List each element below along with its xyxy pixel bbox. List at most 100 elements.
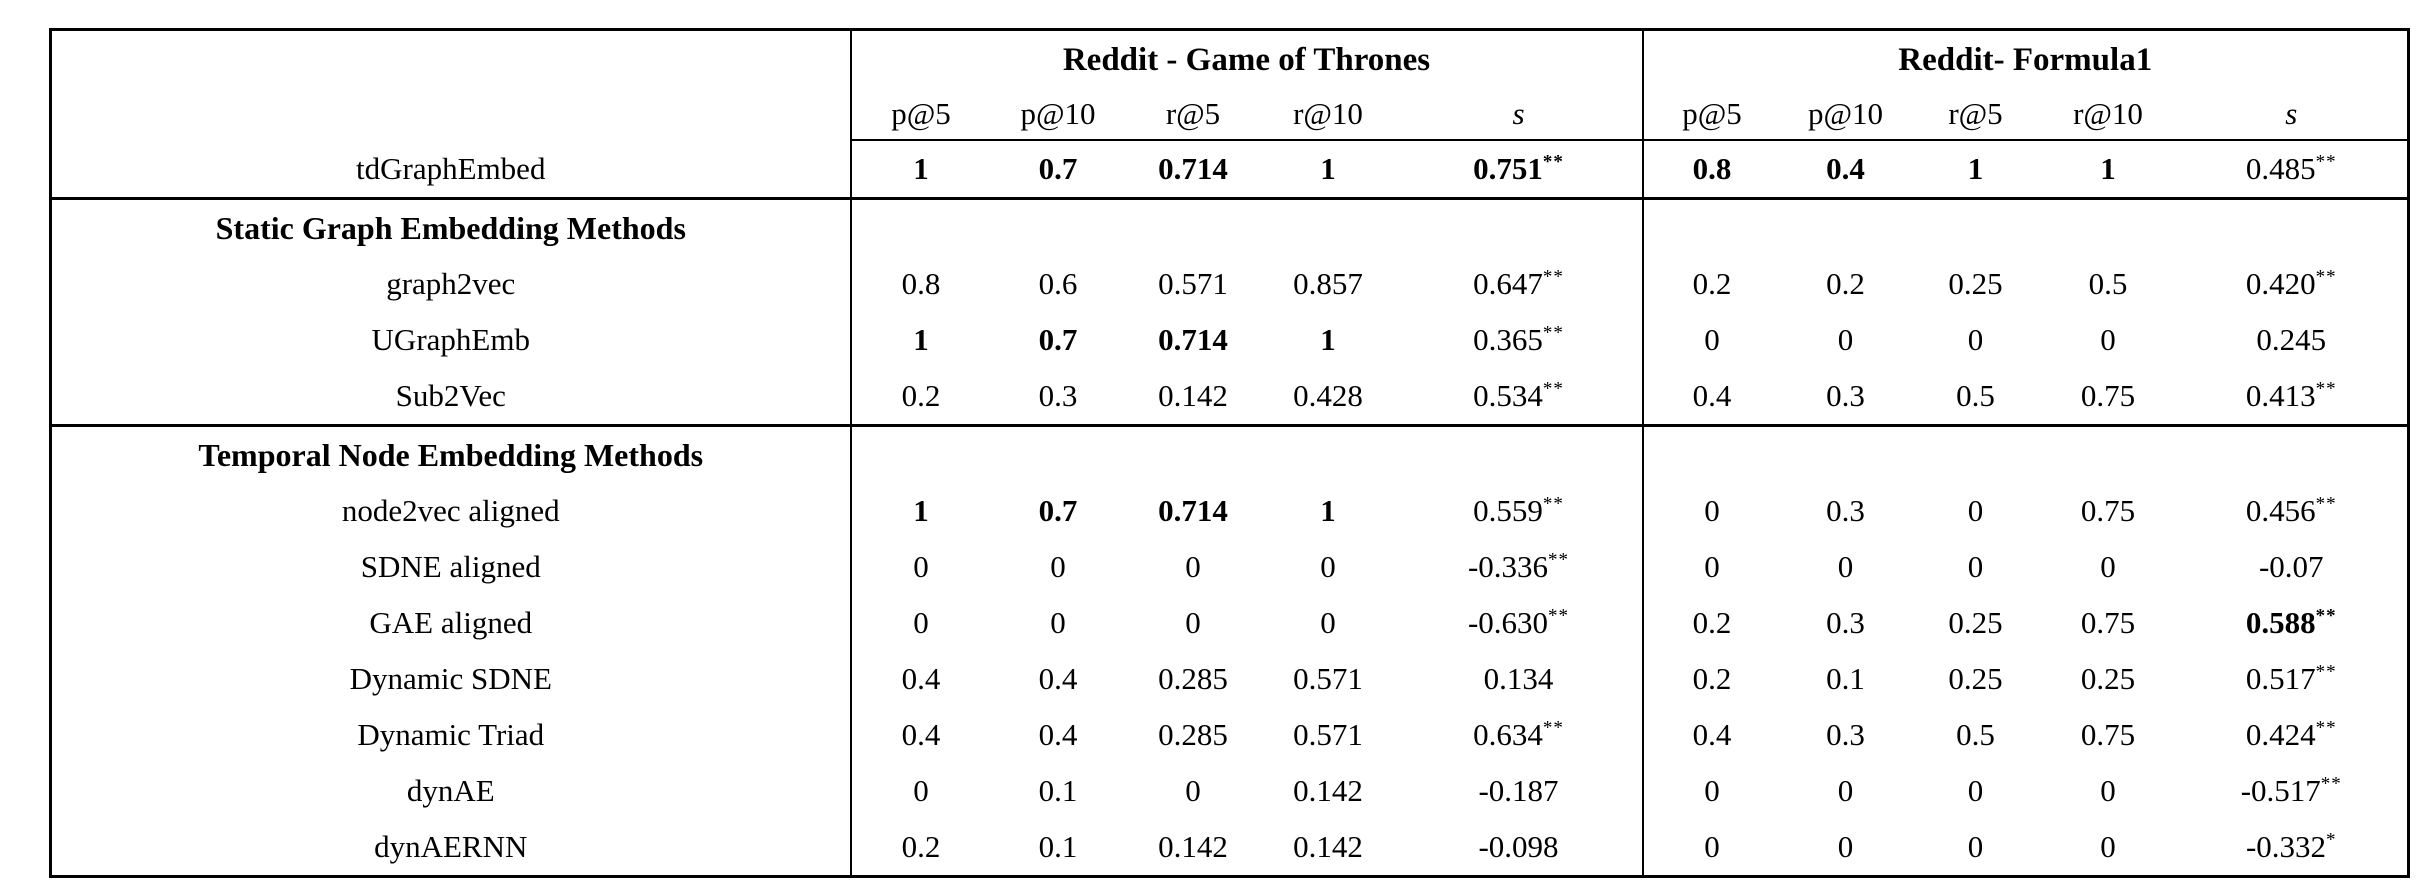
metric-header: r@5 — [1910, 89, 2041, 141]
metric-cell: 0 — [1641, 483, 1781, 539]
row-label: UGraphEmb — [371, 322, 530, 357]
row-label: dynAERNN — [374, 829, 528, 864]
metric-cell: 0.4 — [1641, 707, 1781, 763]
metric-cell: 0.424** — [2245, 717, 2337, 752]
table-row: GAE aligned 0 0 0 0 -0.630** 0.2 0.3 0.2… — [51, 595, 2409, 651]
dataset-group-title: Reddit - Game of Thrones — [849, 29, 1643, 89]
metric-cell: 1 — [849, 312, 991, 368]
table-row: UGraphEmb 1 0.7 0.714 1 0.365** 0 0 0 0 … — [51, 312, 2409, 368]
metric-cell: 1 — [1910, 140, 2041, 200]
metric-cell: -0.336** — [1467, 549, 1570, 584]
metric-cell: 0 — [1320, 605, 1336, 640]
metric-cell: 0 — [2100, 773, 2116, 808]
results-table: Reddit - Game of Thrones Reddit- Formula… — [49, 28, 2410, 878]
metric-cell: 0.6 — [1038, 266, 1078, 301]
row-label: SDNE aligned — [360, 549, 541, 584]
metric-cell: 0.571 — [1158, 266, 1228, 301]
metric-cell: 0.142 — [1293, 829, 1363, 864]
metric-cell: 0 — [1837, 549, 1854, 584]
row-label: node2vec aligned — [341, 493, 560, 528]
metric-header: p@10 — [990, 89, 1126, 141]
row-label: graph2vec — [386, 266, 516, 301]
metric-cell: 0 — [1050, 605, 1066, 640]
metric-cell: 0 — [849, 763, 991, 819]
metric-cell: 0.2 — [1641, 256, 1781, 312]
metric-cell: 1 — [1320, 493, 1336, 528]
table-row: Dynamic SDNE 0.4 0.4 0.285 0.571 0.134 0… — [51, 651, 2409, 707]
metric-header: p@10 — [1780, 89, 1911, 141]
metric-cell: 1 — [2040, 140, 2176, 200]
row-label: dynAE — [406, 773, 495, 808]
metric-cell: 0.7 — [1038, 322, 1078, 357]
table-row: Sub2Vec 0.2 0.3 0.142 0.428 0.534** 0.4 … — [50, 368, 2409, 427]
metric-cell: 0.75 — [2040, 368, 2176, 427]
metric-header: r@5 — [1125, 89, 1261, 141]
dataset-group-title: Reddit- Formula1 — [1641, 29, 2409, 89]
metric-cell: 0.517** — [2245, 661, 2337, 696]
metric-cell: 0.2 — [1641, 595, 1781, 651]
metric-cell: 0.1 — [1826, 661, 1865, 696]
metric-cell: 0.1 — [1038, 773, 1078, 808]
table-row: SDNE aligned 0 0 0 0 -0.336** 0 0 0 0 -0… — [51, 539, 2409, 595]
metric-cell: 0 — [2100, 322, 2116, 357]
metric-cell: -0.332* — [2245, 829, 2337, 864]
metric-cell: 0 — [1967, 493, 1984, 528]
section-header-row: Temporal Node Embedding Methods — [51, 425, 2409, 483]
metric-cell: 0 — [1185, 773, 1201, 808]
row-label: GAE aligned — [369, 605, 533, 640]
metric-header: s — [2175, 89, 2409, 141]
metric-cell: 1 — [1320, 322, 1336, 357]
table-row: dynAE 0 0.1 0 0.142 -0.187 0 0 0 0 -0.51… — [51, 763, 2409, 819]
metric-cell: 0.571 — [1293, 717, 1363, 752]
metric-cell: 0 — [1967, 322, 1984, 357]
metric-cell: 0 — [1641, 312, 1781, 368]
metric-cell: 0.634** — [1473, 717, 1564, 752]
metric-cell: 0.142 — [1158, 829, 1228, 864]
metric-cell: 0.7 — [1038, 493, 1078, 528]
metric-cell: -0.187 — [1478, 773, 1559, 808]
metric-cell: -0.517** — [2240, 773, 2342, 808]
metric-cell: 0 — [1967, 549, 1984, 584]
metric-cell: 0.2 — [849, 819, 991, 877]
metric-cell: 0 — [1320, 549, 1336, 584]
metric-cell: 0.588** — [2245, 605, 2337, 640]
metric-cell: 0.25 — [1948, 605, 2003, 640]
metric-cell: 0.142 — [1125, 368, 1261, 427]
metric-cell: 0.3 — [1826, 717, 1865, 752]
table-row: Dynamic Triad 0.4 0.4 0.285 0.571 0.634*… — [51, 707, 2409, 763]
metric-cell: 0.3 — [1780, 368, 1911, 427]
metric-cell: 1 — [1260, 140, 1396, 200]
metric-cell: 1 — [849, 483, 991, 539]
metric-cell: 0.559** — [1473, 493, 1564, 528]
metric-cell: 1 — [849, 140, 991, 200]
metric-cell: 0.3 — [990, 368, 1126, 427]
metric-cell: 0 — [1967, 829, 1984, 864]
metric-header: p@5 — [1641, 89, 1781, 141]
row-label: Dynamic Triad — [357, 717, 545, 752]
empty-cell — [849, 425, 1643, 483]
metric-cell: 0 — [1641, 819, 1781, 877]
metric-cell: 0.25 — [1948, 266, 2003, 301]
metric-cell: 0.2 — [849, 368, 991, 427]
metric-header-row: p@5 p@10 r@5 r@10 s p@5 p@10 r@5 r@10 s — [51, 89, 2409, 141]
metric-cell: 0 — [1185, 549, 1201, 584]
row-label: Dynamic SDNE — [349, 661, 552, 696]
metric-cell: 0 — [1050, 549, 1066, 584]
metric-cell: 0 — [2100, 829, 2116, 864]
metric-cell: 0 — [1641, 763, 1781, 819]
metric-cell: 0.428 — [1260, 368, 1396, 427]
metric-cell: 0.4 — [849, 707, 991, 763]
metric-cell: 0.571 — [1293, 661, 1363, 696]
table-row: node2vec aligned 1 0.7 0.714 1 0.559** 0… — [51, 483, 2409, 539]
metric-cell: 0.456** — [2245, 493, 2337, 528]
metric-cell: 0.8 — [849, 256, 991, 312]
metric-cell: 0.25 — [1948, 661, 2003, 696]
metric-cell: 0.285 — [1158, 661, 1228, 696]
metric-cell: 0.3 — [1826, 605, 1865, 640]
metric-cell: 0.1 — [1038, 829, 1078, 864]
metric-cell: 0.75 — [2080, 493, 2136, 528]
metric-cell: 0.751** — [1395, 140, 1643, 200]
row-label: tdGraphEmbed — [50, 140, 851, 200]
table-row: dynAERNN 0.2 0.1 0.142 0.142 -0.098 0 0 … — [51, 819, 2409, 877]
empty-cell — [1641, 425, 2409, 483]
